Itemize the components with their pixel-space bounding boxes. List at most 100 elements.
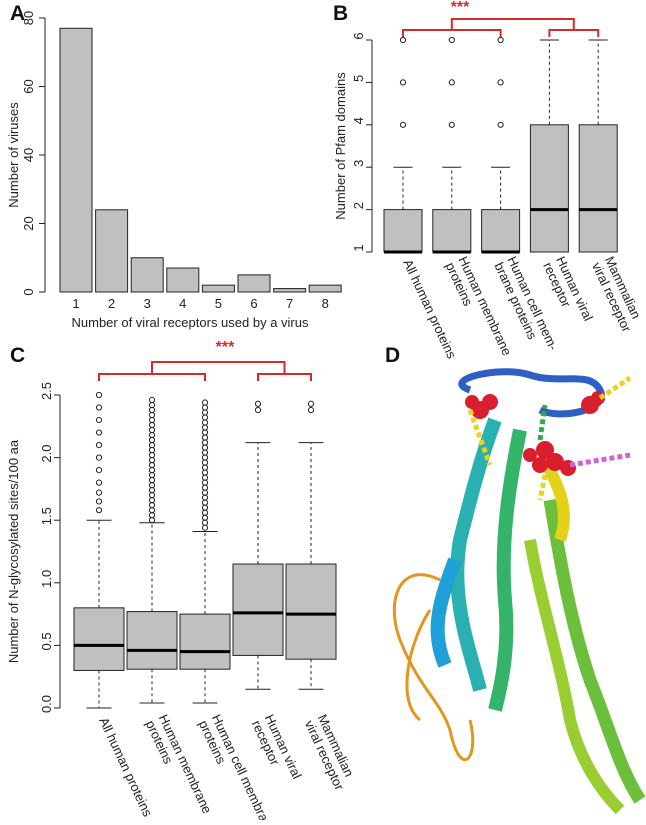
outlier <box>148 421 156 429</box>
outlier <box>95 391 103 399</box>
outlier <box>201 434 209 441</box>
loop <box>405 609 432 722</box>
outlier <box>148 446 156 454</box>
x-tick-label: 6 <box>250 296 257 311</box>
bar <box>59 27 93 293</box>
outlier <box>201 399 209 406</box>
bracket <box>151 361 286 374</box>
y-tick-label: 2.5 <box>39 382 54 400</box>
outlier <box>201 489 209 496</box>
y-tick-label: 2 <box>351 202 366 209</box>
outlier <box>95 467 103 474</box>
outlier <box>201 499 209 506</box>
glycan-spheres <box>465 391 605 476</box>
outlier <box>95 416 103 424</box>
panel: A 0 20 40 60 80 Number of viruses 1 2 3 4 5 6 7 8 Numbe… <box>6 2 342 330</box>
outlier <box>201 514 209 521</box>
x-tick-label: 4 <box>179 296 186 311</box>
y-tick-label: 1.5 <box>39 507 54 525</box>
outlier <box>201 429 209 436</box>
outlier <box>148 441 156 449</box>
glycan-chains <box>467 375 632 501</box>
outlier <box>95 507 103 514</box>
outlier <box>148 502 156 509</box>
box <box>232 563 284 656</box>
outlier <box>201 509 209 516</box>
y-tick-label: 1.0 <box>39 570 54 588</box>
outlier <box>201 474 209 481</box>
box <box>383 209 423 253</box>
bar <box>308 284 342 293</box>
x-tick-label: 2 <box>108 296 115 311</box>
outlier <box>148 467 156 474</box>
outlier <box>148 487 156 494</box>
helix <box>543 498 646 804</box>
outlier <box>201 424 209 431</box>
outlier <box>148 396 156 404</box>
outlier <box>148 462 156 469</box>
outlier <box>148 497 156 504</box>
outlier <box>201 504 209 511</box>
outlier <box>254 400 262 407</box>
y-axis-title: Number of viruses <box>6 102 21 208</box>
outlier <box>95 479 103 486</box>
helix <box>450 417 502 692</box>
outlier <box>201 484 209 491</box>
outlier <box>201 419 209 426</box>
outlier <box>201 404 209 411</box>
outlier <box>148 507 156 514</box>
box <box>529 124 569 253</box>
outlier <box>148 457 156 464</box>
helix <box>430 557 462 668</box>
x-tick-label: Mammalianviral receptor <box>589 254 646 335</box>
panel-label: C <box>10 344 25 367</box>
panel: C 0.0 0.5 1.0 1.5 2.0 2.5 Number of N-glycosyla… <box>6 339 357 825</box>
outlier <box>148 411 156 419</box>
y-tick-label: 40 <box>21 148 36 162</box>
outlier <box>201 409 209 416</box>
bracket <box>548 29 600 37</box>
x-axis-title: Number of viral receptors used by a viru… <box>72 315 309 330</box>
significance: *** <box>451 0 470 16</box>
outlier <box>148 451 156 459</box>
outlier <box>148 406 156 414</box>
outlier <box>148 512 156 519</box>
outlier <box>497 79 504 86</box>
outlier <box>497 36 504 44</box>
outlier <box>95 498 103 505</box>
outlier <box>95 489 103 496</box>
y-tick-label: 4 <box>351 117 366 124</box>
x-tick-label: 8 <box>322 296 329 311</box>
outlier <box>201 469 209 476</box>
y-tick-label: 6 <box>351 32 366 39</box>
outlier <box>201 459 209 466</box>
box <box>73 607 125 671</box>
x-tick-label: 1 <box>72 296 79 311</box>
box <box>285 563 337 660</box>
bracket <box>450 18 575 30</box>
outlier <box>95 441 103 449</box>
bar <box>273 288 307 293</box>
outlier <box>201 464 209 471</box>
bar <box>130 257 164 293</box>
box <box>126 611 178 670</box>
bar <box>95 209 129 293</box>
outlier <box>201 454 209 461</box>
box <box>179 613 231 670</box>
box <box>578 124 618 253</box>
y-axis-title: Number of Pfam domains <box>333 72 348 220</box>
y-tick-label: 3 <box>351 160 366 167</box>
outlier <box>201 449 209 456</box>
y-tick-label: 5 <box>351 75 366 82</box>
outlier <box>201 444 209 451</box>
outlier <box>201 479 209 486</box>
panel-label: D <box>385 344 400 367</box>
outlier <box>95 429 103 436</box>
outlier <box>448 121 455 128</box>
outlier <box>201 414 209 421</box>
helix <box>488 428 527 712</box>
bar <box>237 274 271 293</box>
outlier <box>148 517 156 524</box>
